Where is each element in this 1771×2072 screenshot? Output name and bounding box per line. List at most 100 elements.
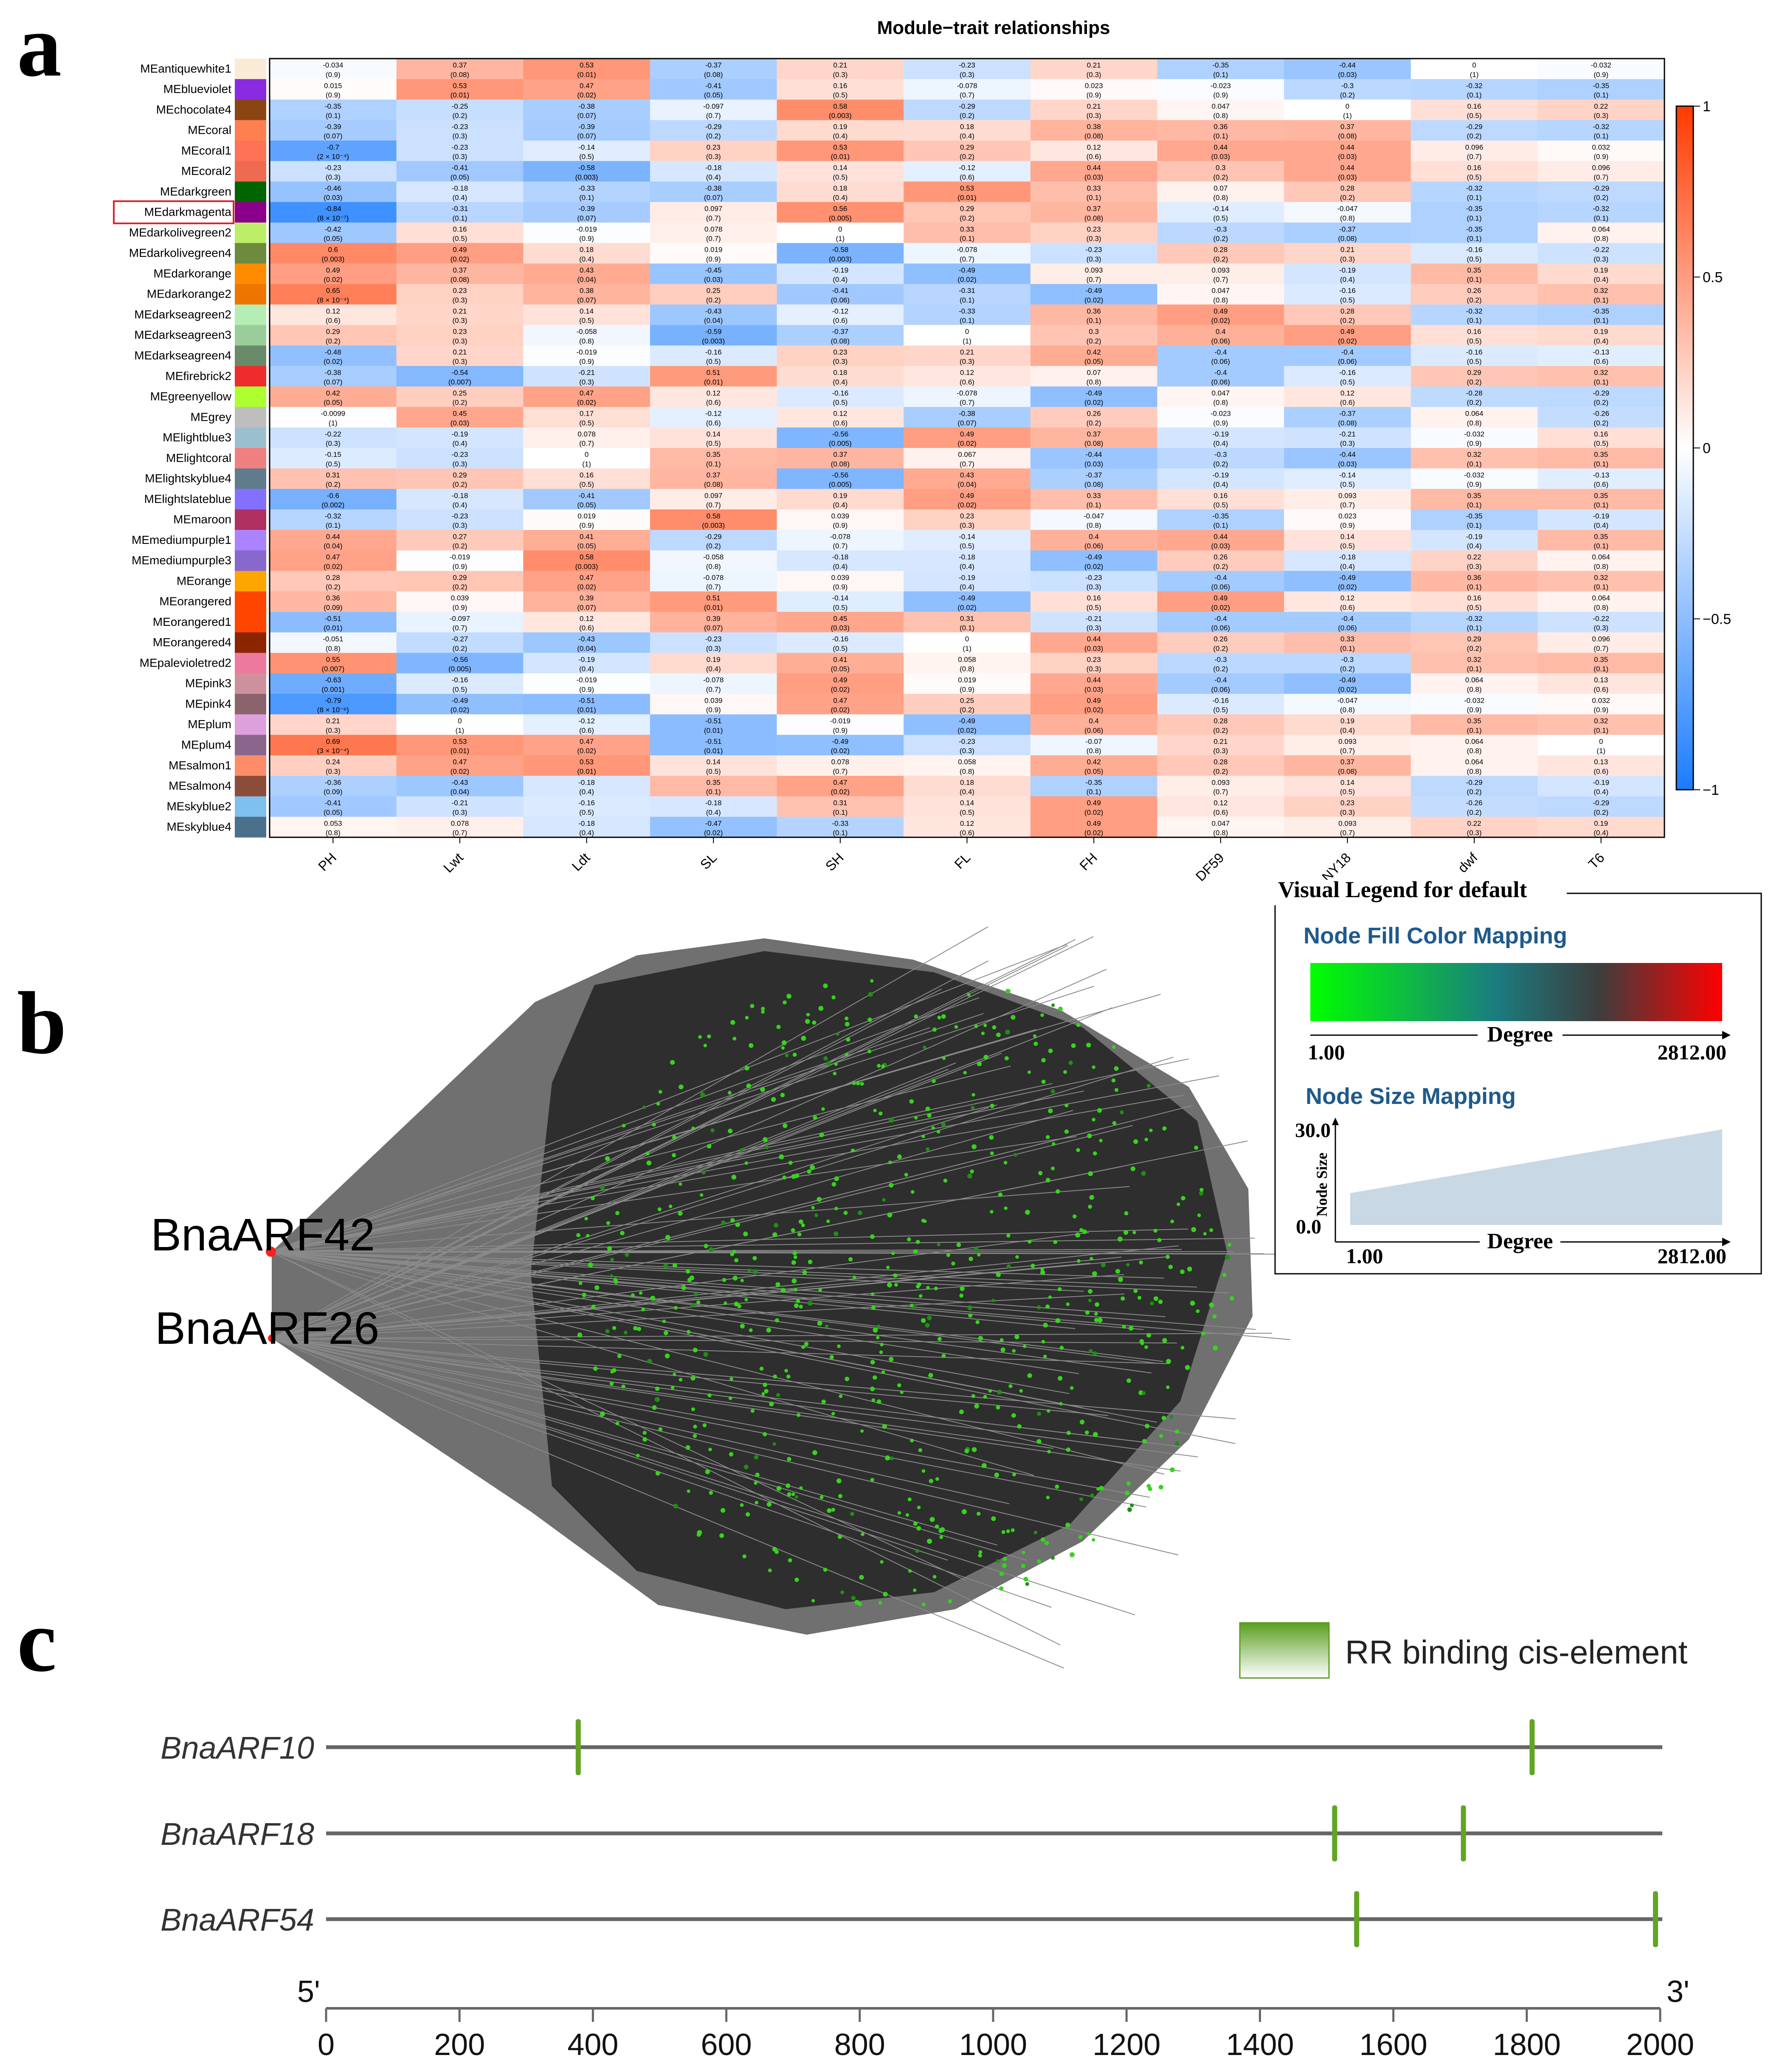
network-node xyxy=(826,1061,831,1066)
cell-correlation: -0.078 xyxy=(703,676,724,684)
cell-pvalue: (0.3) xyxy=(452,337,467,345)
heatmap-cell xyxy=(1537,673,1665,694)
rr-element-mark xyxy=(1354,1891,1360,1947)
heatmap-cell xyxy=(1157,366,1284,387)
cell-correlation: -0.023 xyxy=(1211,410,1231,418)
fill-degree-min: 1.00 xyxy=(1308,1040,1345,1064)
network-node xyxy=(928,1373,933,1378)
heatmap-cell xyxy=(1537,181,1665,203)
cell-correlation: 0.33 xyxy=(960,225,974,233)
cell-correlation: 0.12 xyxy=(1087,143,1101,151)
cell-pvalue: (0.05) xyxy=(704,91,723,99)
network-node xyxy=(761,1007,765,1011)
network-node xyxy=(1142,1439,1147,1444)
network-node xyxy=(1174,1429,1180,1434)
heatmap-cell xyxy=(1157,530,1284,551)
cell-pvalue: (0.02) xyxy=(1084,706,1103,714)
network-node xyxy=(1213,1346,1218,1351)
network-edge xyxy=(271,1007,1112,1339)
cell-correlation: 0.093 xyxy=(1211,266,1230,274)
heatmap-cell xyxy=(1284,141,1411,161)
network-node xyxy=(908,1569,912,1573)
heatmap-cell xyxy=(1411,776,1538,797)
network-node xyxy=(870,979,874,983)
module-color-swatch xyxy=(235,714,266,735)
cell-pvalue: (0.3) xyxy=(1594,112,1608,120)
heatmap-cell xyxy=(777,366,904,387)
network-node xyxy=(612,1326,617,1330)
network-node xyxy=(977,1253,981,1257)
cell-correlation: 0.23 xyxy=(453,328,467,336)
axis-tick-label: 0 xyxy=(318,2028,335,2062)
cell-pvalue: (0.7) xyxy=(1340,747,1355,755)
network-node xyxy=(749,1043,754,1048)
cell-pvalue: (0.1) xyxy=(1087,501,1101,509)
heatmap-cell xyxy=(523,99,650,121)
cell-correlation: 0.44 xyxy=(1214,532,1228,541)
trait-label: FL xyxy=(952,850,974,872)
network-node xyxy=(871,1305,876,1310)
network-node xyxy=(768,1568,772,1573)
cell-pvalue: (0.5) xyxy=(1467,173,1482,181)
heatmap-cell xyxy=(1411,530,1538,551)
cell-correlation: -0.79 xyxy=(325,696,341,704)
network-node xyxy=(1071,1043,1076,1048)
heatmap-cell xyxy=(777,550,904,571)
cell-correlation: 0.32 xyxy=(1594,287,1608,295)
network-node xyxy=(991,1298,995,1303)
cell-correlation: 0.31 xyxy=(960,614,974,622)
cell-pvalue: (0.02) xyxy=(957,276,976,284)
network-node xyxy=(774,1318,779,1323)
heatmap-cell xyxy=(1411,694,1538,715)
cell-correlation: -0.12 xyxy=(832,307,848,315)
cell-correlation: -0.43 xyxy=(705,307,722,315)
cell-correlation: 0.039 xyxy=(831,574,850,582)
heatmap-cell xyxy=(904,632,1031,653)
cell-correlation: 0.49 xyxy=(833,676,847,684)
cell-pvalue: (0.3) xyxy=(960,747,974,755)
cell-pvalue: (0.02) xyxy=(577,747,596,755)
cell-pvalue: (0.2) xyxy=(1340,665,1355,673)
cell-pvalue: (0.05) xyxy=(324,808,342,816)
network-node xyxy=(1126,1263,1130,1267)
cell-pvalue: (0.2) xyxy=(1594,194,1608,202)
cell-pvalue: (0.3) xyxy=(1087,583,1101,591)
cell-pvalue: (0.3) xyxy=(452,317,467,325)
module-label: MEdarkmagenta xyxy=(144,206,232,219)
network-edge xyxy=(270,1251,1070,1394)
network-node xyxy=(700,1193,704,1197)
heatmap-cell xyxy=(1284,99,1411,121)
cell-correlation: 0.53 xyxy=(453,82,467,90)
network-node xyxy=(921,1469,926,1473)
network-node xyxy=(773,1374,777,1379)
cell-correlation: -0.29 xyxy=(705,532,722,541)
cell-correlation: -0.29 xyxy=(1593,184,1609,192)
network-node xyxy=(732,1275,738,1281)
network-node xyxy=(1158,1299,1163,1304)
network-node xyxy=(996,1272,1001,1277)
network-node xyxy=(837,1344,841,1348)
network-node xyxy=(1092,1065,1095,1069)
module-label: MEpink3 xyxy=(185,677,231,690)
heatmap-cell xyxy=(650,79,777,100)
network-node xyxy=(636,1453,640,1458)
heatmap-cell xyxy=(396,612,524,633)
cell-correlation: 0.42 xyxy=(1087,348,1101,356)
cell-correlation: 0.47 xyxy=(580,574,594,582)
network-node xyxy=(823,1056,828,1061)
heatmap-cell xyxy=(1157,79,1284,100)
network-edge xyxy=(271,1110,1073,1339)
network-node xyxy=(1181,1196,1185,1201)
network-node xyxy=(590,1196,595,1200)
cell-correlation: -0.14 xyxy=(1212,205,1229,213)
network-node xyxy=(983,1395,987,1399)
cell-correlation: 0.24 xyxy=(326,758,340,766)
cell-pvalue: (0.6) xyxy=(326,317,341,325)
cell-correlation: -0.4 xyxy=(1214,369,1227,377)
cell-pvalue: (0.06) xyxy=(1211,583,1230,591)
cell-pvalue: (0.03) xyxy=(831,624,850,632)
network-node xyxy=(941,1354,946,1358)
cell-pvalue: (0.8) xyxy=(960,665,974,673)
module-label: MEorangered xyxy=(159,595,231,608)
network-node xyxy=(941,1014,946,1019)
